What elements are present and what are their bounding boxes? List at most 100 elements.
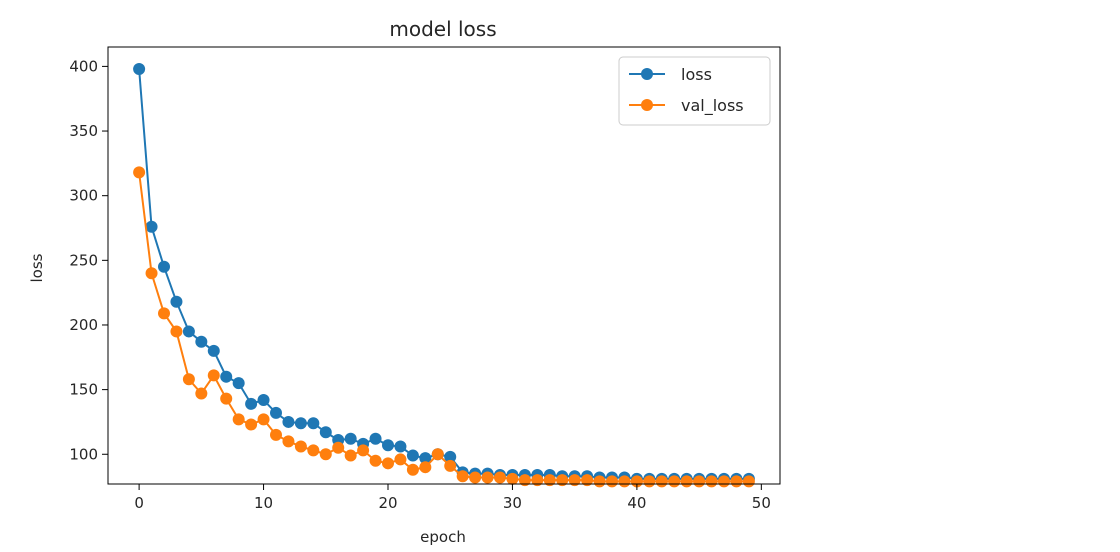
data-point: [382, 439, 394, 452]
data-point: [680, 475, 693, 488]
data-point: [270, 428, 282, 441]
data-point: [742, 475, 755, 488]
data-point: [220, 392, 233, 405]
data-point: [668, 475, 681, 488]
data-point: [406, 449, 419, 462]
data-point: [556, 474, 569, 487]
y-tick-label: 100: [69, 445, 98, 463]
data-point: [182, 325, 195, 338]
legend-marker: [641, 68, 653, 80]
data-point: [394, 440, 407, 453]
y-tick-label: 200: [69, 316, 98, 334]
data-point: [506, 472, 519, 485]
x-tick-label: 30: [503, 494, 522, 512]
data-point: [170, 325, 183, 338]
data-point: [406, 463, 419, 476]
data-point: [606, 475, 618, 488]
data-point: [518, 474, 531, 487]
data-point: [307, 417, 320, 430]
data-point: [207, 344, 220, 357]
chart-title: model loss: [389, 17, 496, 41]
data-point: [257, 413, 270, 426]
data-point: [195, 387, 208, 400]
y-tick-label: 400: [69, 57, 98, 75]
legend-label: loss: [681, 65, 712, 84]
x-tick-label: 0: [134, 494, 144, 512]
data-point: [431, 448, 444, 461]
data-point: [220, 370, 233, 383]
data-point: [319, 448, 332, 461]
legend-marker: [641, 99, 653, 111]
x-tick-label: 10: [254, 494, 273, 512]
data-point: [195, 335, 208, 348]
data-point: [257, 393, 270, 406]
data-point: [394, 453, 407, 466]
series-loss: [133, 62, 755, 485]
data-point: [481, 471, 494, 484]
data-point: [543, 474, 556, 487]
legend-label: val_loss: [681, 96, 744, 116]
data-point: [207, 369, 220, 382]
data-point: [456, 470, 469, 483]
data-point: [693, 475, 706, 488]
y-tick-label: 150: [69, 381, 98, 399]
data-point: [294, 417, 307, 430]
data-point: [158, 307, 170, 320]
data-point: [643, 475, 656, 488]
data-point: [282, 435, 295, 448]
data-point: [344, 449, 357, 462]
x-tick-label: 40: [627, 494, 646, 512]
data-point: [419, 452, 432, 465]
series-line-loss: [138, 68, 749, 480]
legend: loss val_loss: [618, 56, 771, 126]
data-point: [158, 260, 170, 273]
series-line-val-loss: [138, 172, 749, 483]
y-axis: 100 150 200 250 300 350 400: [69, 57, 108, 463]
data-point: [593, 475, 606, 488]
data-point: [344, 432, 357, 445]
data-point: [730, 475, 743, 488]
legend-entry: val_loss: [629, 96, 744, 116]
series-val-loss: [133, 166, 755, 488]
data-point: [133, 62, 146, 75]
data-point: [357, 444, 370, 457]
data-point: [531, 474, 544, 487]
data-point: [245, 418, 258, 431]
data-point: [618, 475, 631, 488]
data-point: [319, 426, 332, 439]
data-point: [182, 373, 195, 386]
data-point: [444, 450, 457, 463]
y-tick-label: 300: [69, 187, 98, 205]
x-axis-label: epoch: [420, 528, 466, 546]
data-point: [444, 459, 457, 472]
data-point: [369, 432, 382, 445]
data-point: [294, 440, 307, 453]
data-point: [382, 457, 394, 470]
x-axis: 0 10 20 30 40 50: [134, 484, 771, 512]
y-tick-label: 250: [69, 251, 98, 269]
data-point: [245, 397, 258, 410]
plot-area: 0 10 20 30 40 50 100 150 200 250 300 350 400: [69, 46, 781, 512]
data-point: [282, 415, 295, 428]
x-tick-label: 50: [752, 494, 771, 512]
data-point: [568, 474, 581, 487]
plot-frame: [107, 46, 781, 485]
data-point: [307, 444, 320, 457]
data-point: [232, 413, 245, 426]
data-point: [419, 461, 432, 474]
data-point: [232, 377, 245, 390]
data-point: [369, 454, 382, 467]
data-point: [170, 295, 183, 308]
y-tick-label: 350: [69, 122, 98, 140]
data-point: [705, 475, 718, 488]
data-point: [270, 406, 282, 419]
x-tick-label: 20: [378, 494, 397, 512]
data-point: [145, 267, 158, 280]
data-point: [145, 220, 158, 233]
data-point: [581, 474, 594, 487]
data-point: [332, 441, 345, 454]
data-point: [133, 166, 146, 179]
y-axis-label: loss: [28, 253, 46, 282]
